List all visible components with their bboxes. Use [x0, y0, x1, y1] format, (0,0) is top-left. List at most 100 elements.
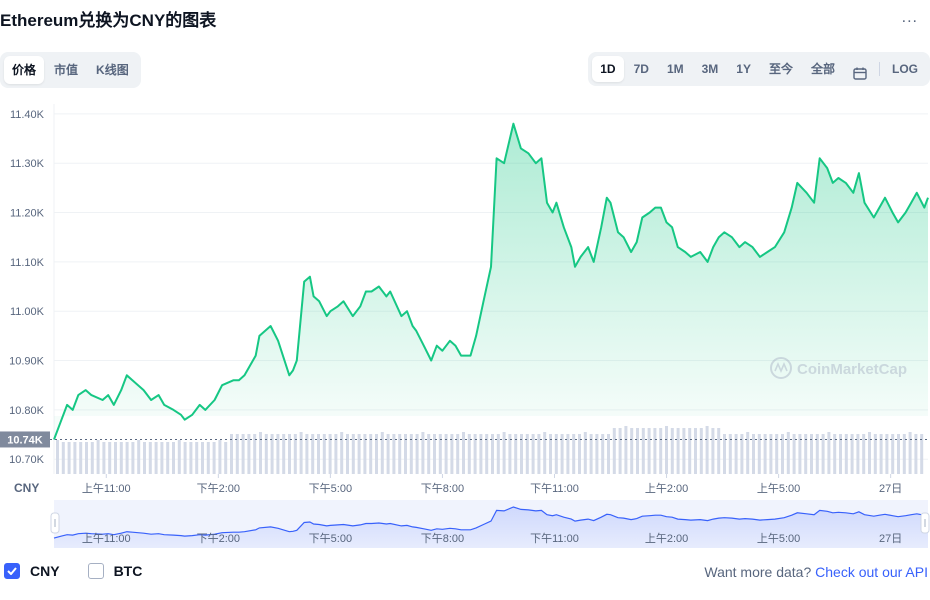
volume-bar: [560, 434, 564, 474]
range-1m[interactable]: 1M: [666, 62, 684, 76]
volume-bar: [850, 434, 854, 474]
volume-bar: [148, 442, 152, 474]
volume-bar: [775, 434, 779, 474]
volume-bar: [131, 442, 135, 474]
volume-bar: [79, 442, 83, 474]
volume-bar: [810, 434, 813, 474]
volume-bar: [566, 434, 570, 474]
volume-bar: [891, 434, 895, 474]
volume-bar: [61, 442, 65, 474]
volume-bar: [189, 442, 193, 474]
volume-bar: [270, 434, 274, 474]
volume-bar: [357, 434, 361, 474]
volume-bar: [491, 434, 494, 474]
price-chart[interactable]: 11.40K 11.30K 11.20K 11.10K 11.00K 10.90K 10.8…: [0, 96, 930, 556]
volume-bar: [769, 434, 773, 474]
navigator-tick-label: 下午2:00: [197, 532, 240, 545]
volume-bar: [340, 432, 344, 474]
currency-option-btc[interactable]: BTC: [87, 563, 142, 579]
volume-bar: [102, 442, 106, 474]
volume-bar: [125, 442, 129, 474]
volume-bar: [583, 432, 587, 474]
tab-candlestick[interactable]: K线图: [96, 63, 129, 77]
volume-bar: [166, 442, 170, 474]
range-all[interactable]: 全部: [810, 62, 835, 76]
volume-bar: [705, 426, 709, 474]
volume-bar: [305, 434, 309, 474]
api-link[interactable]: Check out our API: [815, 564, 928, 580]
volume-bar: [752, 434, 755, 474]
navigator-tick-label: 上午11:00: [82, 532, 131, 545]
volume-bar: [351, 434, 355, 474]
volume-bar: [508, 434, 512, 474]
volume-bar: [409, 434, 413, 474]
volume-bar: [322, 434, 326, 474]
volume-bar: [885, 434, 889, 474]
x-tick-label: 上午11:00: [82, 482, 131, 495]
currency-option-label: CNY: [30, 563, 60, 579]
volume-bar: [299, 432, 303, 474]
volume-bar: [108, 442, 112, 474]
y-tick-label: 11.40K: [10, 109, 45, 121]
volume-bar: [786, 432, 790, 474]
checkbox-empty-icon[interactable]: [87, 563, 104, 579]
volume-bar: [485, 434, 489, 474]
volume-bar: [415, 434, 419, 474]
navigator-tick-label: 下午11:00: [530, 532, 579, 545]
price-area: [54, 123, 928, 440]
volume-bar: [815, 434, 819, 474]
volume-bar: [502, 432, 506, 474]
tab-price[interactable]: 价格: [4, 56, 45, 84]
navigator-line: [53, 506, 929, 539]
range-1y[interactable]: 1Y: [736, 62, 751, 76]
checkbox-checked-icon[interactable]: [4, 563, 20, 579]
range-1d[interactable]: 1D: [592, 56, 624, 82]
navigator-tick-label: 下午5:00: [309, 532, 352, 545]
volume-bar: [369, 434, 373, 474]
more-options-button[interactable]: ...: [901, 9, 918, 26]
price-line: [53, 122, 929, 440]
volume-bar: [607, 434, 610, 474]
volume-bar: [392, 434, 396, 474]
volume-bar: [699, 428, 703, 474]
volume-bar: [276, 434, 280, 474]
volume-bar: [554, 434, 558, 474]
x-tick-label: 上午2:00: [645, 482, 688, 495]
volume-bar: [520, 434, 523, 474]
volume-bar: [172, 442, 175, 474]
volume-bar: [734, 434, 738, 474]
volume-bar: [450, 434, 454, 474]
range-ytd[interactable]: 至今: [768, 62, 793, 76]
volume-bar: [636, 428, 639, 474]
x-tick-label: 下午5:00: [309, 482, 352, 495]
volume-bar: [723, 434, 726, 474]
volume-bar: [595, 434, 599, 474]
volume-bar: [833, 434, 837, 474]
log-scale-toggle[interactable]: LOG: [892, 62, 918, 76]
x-tick-label: 下午8:00: [421, 482, 464, 495]
volume-bar: [212, 442, 216, 474]
tab-market-cap[interactable]: 市值: [54, 63, 79, 77]
volume-bar: [96, 440, 100, 474]
volume-bar: [612, 428, 616, 474]
date-picker-button[interactable]: [845, 56, 875, 82]
volume-bar: [827, 432, 831, 474]
volume-bar: [456, 434, 460, 474]
volume-bar: [624, 426, 628, 474]
volume-bar: [717, 428, 721, 474]
coinmarketcap-logo-mark: [774, 361, 788, 374]
x-tick-label: 27日: [879, 483, 902, 495]
range-tabs: 1D 7D 1M 3M 1Y 至今 全部 LOG: [588, 52, 930, 86]
currency-option-cny[interactable]: CNY: [4, 563, 60, 579]
volume-bar: [282, 434, 286, 474]
volume-bar: [514, 434, 518, 474]
volume-bar: [56, 440, 59, 474]
x-tick-label: 下午2:00: [197, 482, 240, 495]
range-7d[interactable]: 7D: [633, 62, 649, 76]
volume-bar: [317, 434, 320, 474]
watermark-text: CoinMarketCap: [797, 361, 907, 378]
navigator-area: [54, 507, 928, 548]
volume-bar: [293, 434, 297, 474]
volume-bar: [195, 442, 199, 474]
range-3m[interactable]: 3M: [701, 62, 719, 76]
